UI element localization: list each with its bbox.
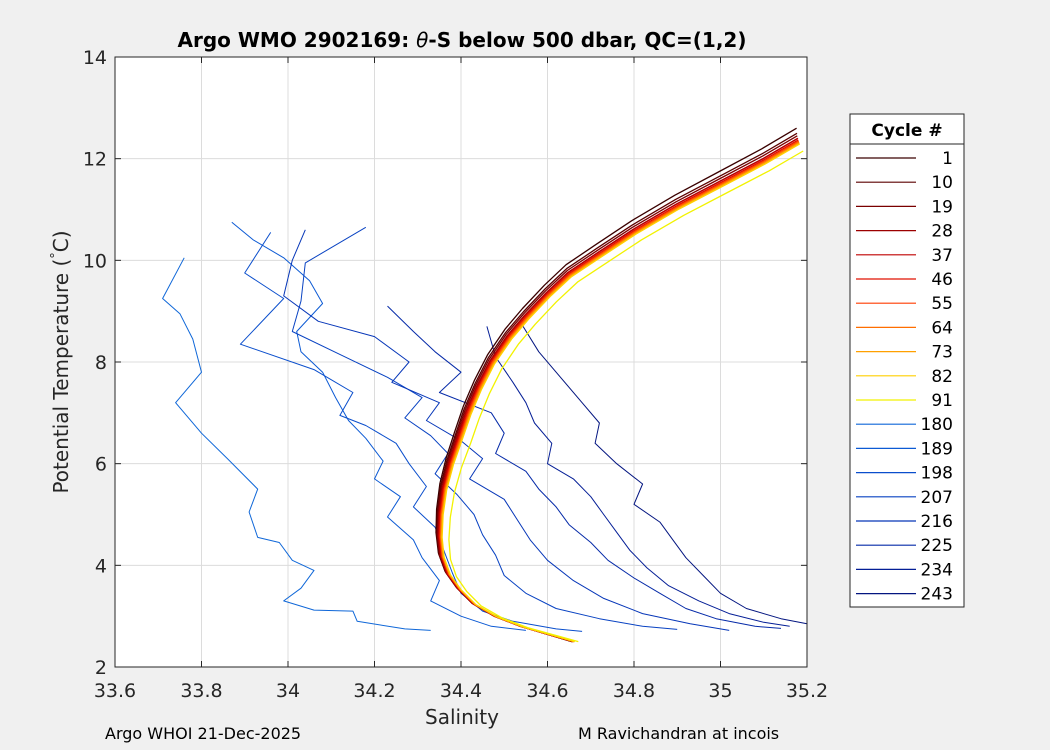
series-cycle-234 [486, 326, 790, 627]
y-tick-label: 6 [95, 454, 107, 476]
legend-label-46: 46 [931, 270, 953, 290]
y-tick-labels: 2 4 6 8 10 12 14 [83, 47, 107, 679]
series-layer [162, 127, 808, 643]
x-axis-label: Salinity [425, 705, 499, 729]
legend-label-225: 225 [921, 536, 953, 556]
x-tick-label: 34.4 [440, 680, 482, 702]
legend-label-243: 243 [921, 585, 953, 605]
series-cycle-243 [521, 323, 808, 625]
x-tick-label: 35.2 [786, 680, 828, 702]
footer-source-date: Argo WHOI 21-Dec-2025 [105, 724, 302, 743]
legend-label-82: 82 [931, 367, 953, 387]
legend-box [849, 113, 965, 608]
legend-label-180: 180 [921, 415, 953, 435]
series-cycle-91 [448, 150, 804, 643]
legend-label-198: 198 [921, 464, 953, 484]
legend-label-10: 10 [931, 173, 953, 193]
x-tick-label: 34.6 [526, 680, 568, 702]
legend-label-64: 64 [931, 318, 953, 338]
x-tick-label: 34.2 [353, 680, 395, 702]
legend-label-234: 234 [921, 560, 953, 580]
series-cycle-216 [283, 229, 730, 631]
x-tick-label: 33.8 [180, 680, 222, 702]
y-tick-label: 12 [83, 149, 107, 171]
legend-label-55: 55 [931, 294, 953, 314]
y-tick-label: 14 [83, 47, 107, 69]
series-cycle-225 [387, 305, 782, 629]
legend: Cycle # 1 10 19 28 37 46 55 64 73 82 91 180 189 198 20… [849, 113, 965, 608]
legend-items: 1 10 19 28 37 46 55 64 73 82 91 180 189 198 207 216 225 2… [856, 149, 953, 605]
legend-label-91: 91 [931, 391, 953, 411]
x-tick-labels: 33.6 33.8 34 34.2 34.4 34.6 34.8 35 35.2 [94, 680, 828, 702]
legend-title: Cycle # [871, 121, 942, 141]
legend-label-19: 19 [931, 197, 953, 217]
legend-label-207: 207 [921, 488, 953, 508]
series-cycle-207 [291, 226, 678, 630]
footer-author: M Ravichandran at incois [578, 724, 780, 743]
legend-label-28: 28 [931, 222, 953, 242]
y-tick-label: 8 [95, 352, 107, 374]
x-tick-label: 33.6 [94, 680, 136, 702]
legend-label-73: 73 [931, 343, 953, 363]
legend-label-37: 37 [931, 246, 953, 266]
y-tick-label: 4 [95, 555, 107, 577]
series-cycle-189 [231, 221, 526, 631]
axis-ticks [114, 56, 808, 668]
legend-label-189: 189 [921, 439, 953, 459]
y-axis-label: Potential Temperature (°C) [49, 230, 73, 493]
y-tick-label: 2 [95, 657, 107, 679]
chart-title: Argo WMO 2902169: θ-S below 500 dbar, QC… [178, 28, 747, 52]
legend-label-1: 1 [942, 149, 953, 169]
legend-label-216: 216 [921, 512, 953, 532]
series-cycle-82 [441, 143, 801, 643]
series-cycle-180 [162, 257, 431, 631]
x-tick-label: 35 [708, 680, 732, 702]
x-tick-label: 34 [276, 680, 300, 702]
y-tick-label: 10 [83, 250, 107, 272]
x-tick-label: 34.8 [613, 680, 655, 702]
